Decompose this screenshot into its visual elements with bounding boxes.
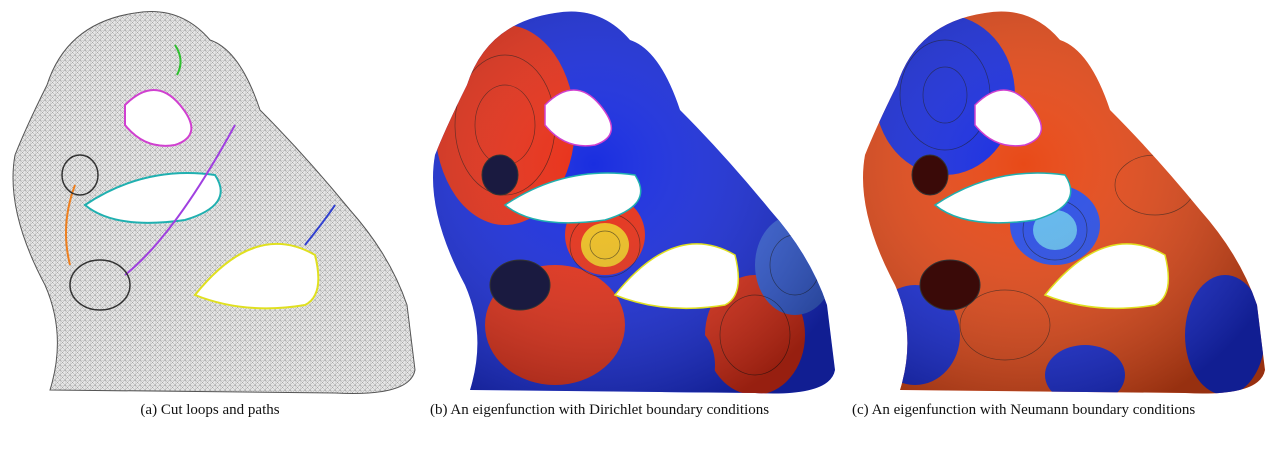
- caption: (c) An eigenfunction with Neumann bounda…: [852, 402, 1196, 418]
- caption: (a) Cut loops and paths: [140, 402, 280, 418]
- dirichlet-rendering: [433, 11, 835, 394]
- neumann-rendering: [863, 11, 1265, 394]
- mesh-rendering: [12, 11, 416, 395]
- renderings: [12, 11, 1265, 395]
- caption: (b) An eigenfunction with Dirichlet boun…: [430, 402, 770, 418]
